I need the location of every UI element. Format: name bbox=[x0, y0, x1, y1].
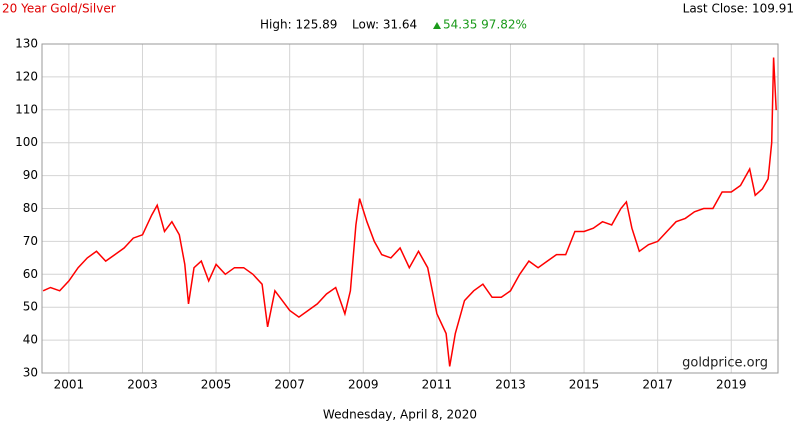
plot-border bbox=[41, 43, 779, 374]
x-tick-label: 2011 bbox=[422, 378, 453, 392]
date: Wednesday, April 8, 2020 bbox=[323, 408, 477, 422]
x-tick-label: 2017 bbox=[642, 378, 673, 392]
low: Low: 31.64 bbox=[352, 18, 417, 32]
y-tick-label: 120 bbox=[15, 69, 38, 83]
y-tick-label: 60 bbox=[23, 267, 38, 281]
x-tick-label: 2009 bbox=[348, 378, 379, 392]
up-arrow bbox=[433, 22, 441, 29]
high: High: 125.89 bbox=[260, 18, 337, 32]
y-tick-label: 40 bbox=[23, 333, 38, 347]
y-tick-label: 110 bbox=[15, 102, 38, 116]
last-close: Last Close: 109.91 bbox=[683, 2, 794, 16]
y-tick-label: 30 bbox=[23, 366, 38, 380]
x-tick-label: 2003 bbox=[127, 378, 158, 392]
x-tick-label: 2015 bbox=[569, 378, 600, 392]
change: 54.35 97.82% bbox=[443, 18, 527, 32]
x-tick-label: 2007 bbox=[274, 378, 305, 392]
x-tick-label: 2001 bbox=[54, 378, 85, 392]
watermark: goldprice.org bbox=[682, 356, 768, 371]
x-tick-label: 2019 bbox=[716, 378, 747, 392]
chart-title: 20 Year Gold/Silver bbox=[2, 2, 116, 16]
x-tick-label: 2005 bbox=[201, 378, 232, 392]
y-tick-label: 70 bbox=[23, 234, 38, 248]
y-tick-label: 130 bbox=[15, 37, 38, 51]
line bbox=[42, 57, 777, 367]
y-tick-label: 80 bbox=[23, 201, 38, 215]
x-tick-label: 2013 bbox=[495, 378, 526, 392]
y-tick-label: 100 bbox=[15, 135, 38, 149]
y-tick-label: 50 bbox=[23, 300, 38, 314]
y-tick-label: 90 bbox=[23, 168, 38, 182]
